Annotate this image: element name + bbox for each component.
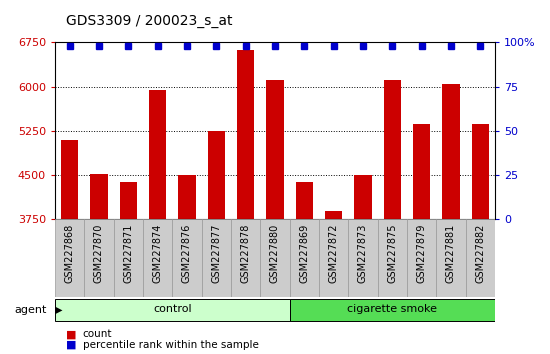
FancyBboxPatch shape: [290, 299, 495, 321]
FancyBboxPatch shape: [290, 219, 319, 297]
Text: GSM227875: GSM227875: [387, 223, 397, 283]
Bar: [90, 174, 108, 219]
Text: GDS3309 / 200023_s_at: GDS3309 / 200023_s_at: [66, 14, 233, 28]
Text: GSM227872: GSM227872: [329, 223, 339, 283]
FancyBboxPatch shape: [55, 219, 84, 297]
Text: count: count: [82, 329, 112, 339]
FancyBboxPatch shape: [55, 299, 290, 321]
Text: GSM227878: GSM227878: [241, 223, 251, 283]
Bar: [354, 175, 372, 219]
Bar: [413, 124, 431, 219]
Text: GSM227877: GSM227877: [211, 223, 221, 283]
FancyBboxPatch shape: [84, 219, 114, 297]
Text: agent: agent: [14, 305, 47, 315]
Text: GSM227870: GSM227870: [94, 223, 104, 283]
Bar: [442, 84, 460, 219]
Text: GSM227874: GSM227874: [153, 223, 163, 283]
FancyBboxPatch shape: [407, 219, 436, 297]
Bar: [383, 80, 401, 219]
Text: cigarette smoke: cigarette smoke: [348, 304, 437, 314]
Bar: [178, 175, 196, 219]
Text: GSM227881: GSM227881: [446, 223, 456, 282]
Bar: [119, 182, 137, 219]
FancyBboxPatch shape: [378, 219, 407, 297]
FancyBboxPatch shape: [436, 219, 466, 297]
Bar: [471, 124, 489, 219]
Bar: [149, 90, 167, 219]
Text: ■: ■: [66, 329, 76, 339]
Bar: [61, 140, 79, 219]
Text: GSM227873: GSM227873: [358, 223, 368, 283]
FancyBboxPatch shape: [348, 219, 378, 297]
FancyBboxPatch shape: [466, 219, 495, 297]
Text: ■: ■: [66, 340, 76, 350]
Text: control: control: [153, 304, 191, 314]
FancyBboxPatch shape: [143, 219, 172, 297]
Bar: [266, 80, 284, 219]
Text: GSM227882: GSM227882: [475, 223, 485, 283]
FancyBboxPatch shape: [231, 219, 260, 297]
Bar: [325, 211, 343, 219]
Text: ▶: ▶: [55, 305, 63, 315]
Bar: [295, 182, 313, 219]
Text: GSM227880: GSM227880: [270, 223, 280, 282]
FancyBboxPatch shape: [172, 219, 202, 297]
Text: GSM227879: GSM227879: [417, 223, 427, 283]
FancyBboxPatch shape: [202, 219, 231, 297]
Text: GSM227868: GSM227868: [65, 223, 75, 282]
Text: GSM227876: GSM227876: [182, 223, 192, 283]
Text: percentile rank within the sample: percentile rank within the sample: [82, 340, 258, 350]
FancyBboxPatch shape: [114, 219, 143, 297]
FancyBboxPatch shape: [260, 219, 290, 297]
FancyBboxPatch shape: [319, 219, 348, 297]
Text: GSM227871: GSM227871: [123, 223, 133, 283]
Text: GSM227869: GSM227869: [299, 223, 309, 282]
Bar: [237, 50, 255, 219]
Bar: [207, 131, 225, 219]
